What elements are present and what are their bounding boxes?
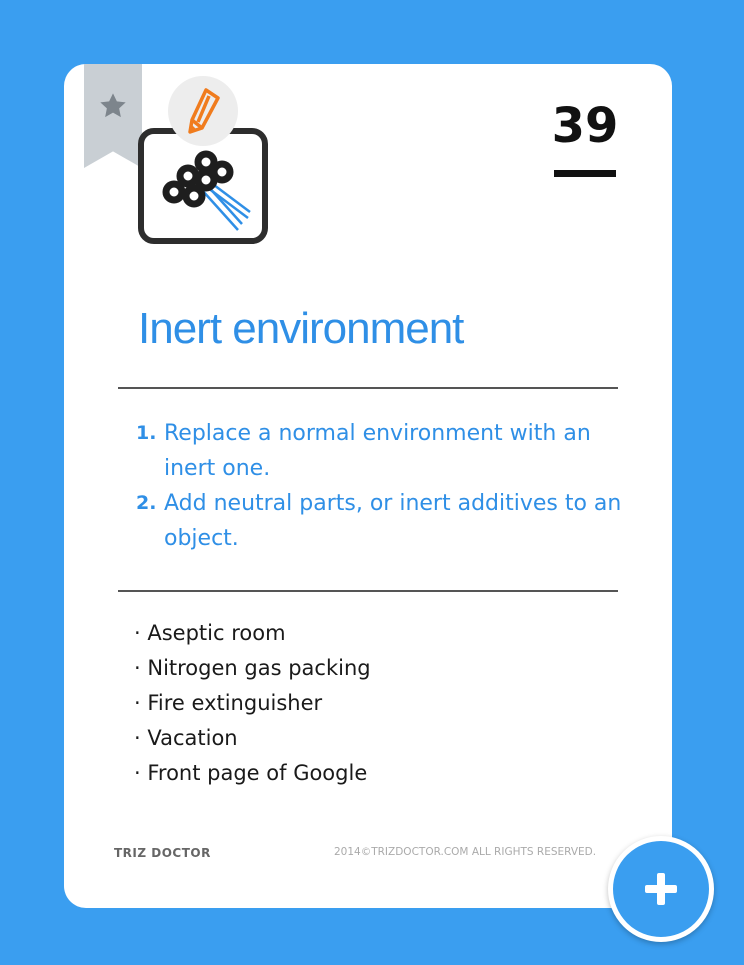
example-item: Fire extinguisher xyxy=(134,686,594,721)
principle-item: 1. Replace a normal environment with an … xyxy=(136,416,626,486)
edit-button[interactable] xyxy=(168,76,238,146)
example-item: Nitrogen gas packing xyxy=(134,651,594,686)
brand-label: TRIZ DOCTOR xyxy=(114,846,211,860)
example-item: Aseptic room xyxy=(134,616,594,651)
principle-icon-frame xyxy=(138,128,268,244)
card-number: 39 xyxy=(551,98,619,154)
favorite-bookmark[interactable] xyxy=(84,64,142,168)
example-item: Vacation xyxy=(134,721,594,756)
principle-number: 1. xyxy=(136,422,157,444)
principle-title: Inert environment xyxy=(138,304,464,353)
card-number-underline xyxy=(554,170,616,177)
principle-list: 1. Replace a normal environment with an … xyxy=(136,416,626,556)
pencil-icon xyxy=(188,88,220,134)
principle-card: 39 Inert environment 1. Replace a normal… xyxy=(64,64,672,908)
bubbles-icon xyxy=(162,150,251,231)
divider xyxy=(118,590,618,592)
example-list: Aseptic room Nitrogen gas packing Fire e… xyxy=(134,616,594,791)
plus-icon xyxy=(645,873,677,905)
principle-text: Replace a normal environment with an ine… xyxy=(164,421,591,481)
principle-item: 2. Add neutral parts, or inert additives… xyxy=(136,486,626,556)
star-icon xyxy=(100,93,126,118)
add-button[interactable] xyxy=(608,836,714,942)
divider xyxy=(118,387,618,389)
principle-number: 2. xyxy=(136,492,157,514)
copyright-text: 2014©TRIZDOCTOR.COM ALL RIGHTS RESERVED. xyxy=(334,846,597,858)
principle-text: Add neutral parts, or inert additives to… xyxy=(164,491,622,551)
example-item: Front page of Google xyxy=(134,756,594,791)
